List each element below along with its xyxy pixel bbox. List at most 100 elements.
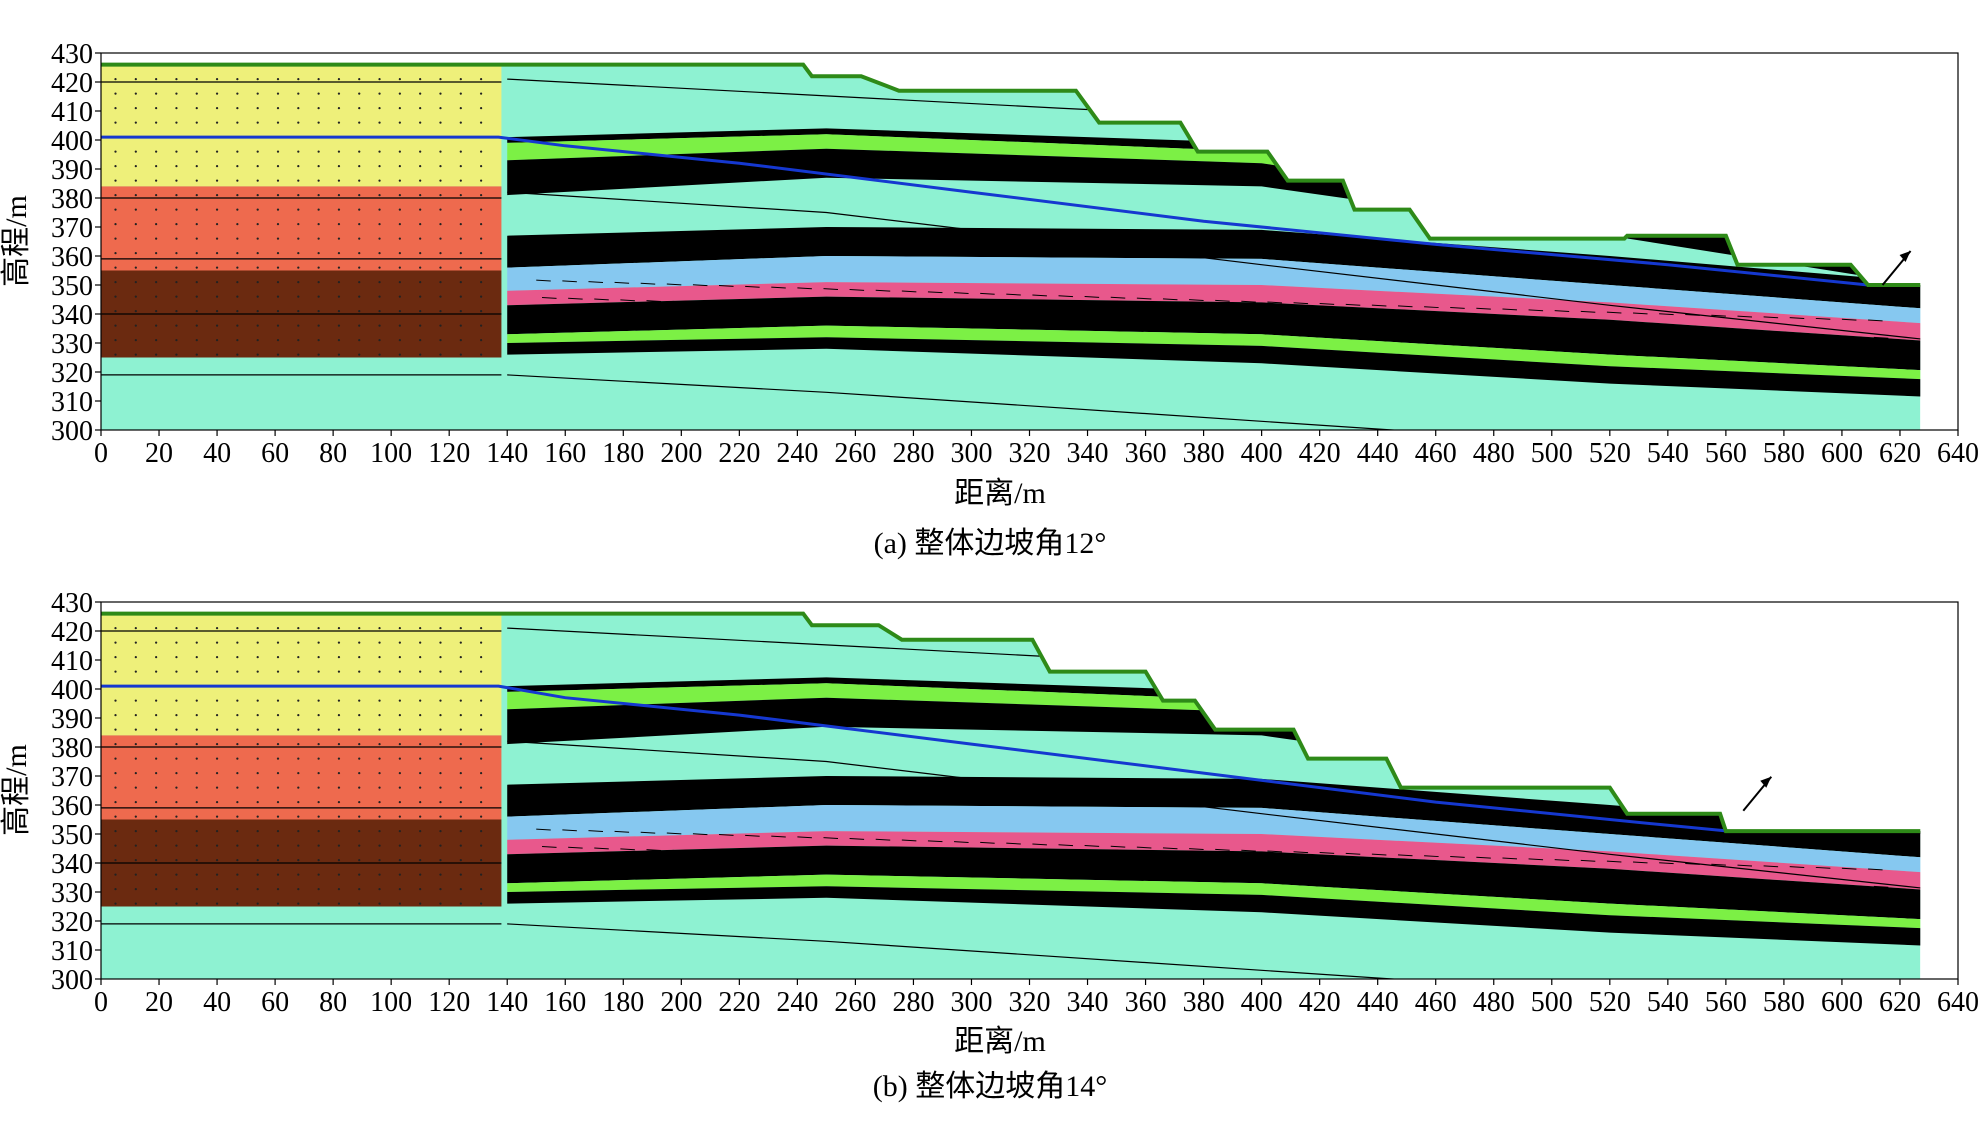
displacement-vector (358, 237, 361, 240)
x-tick-label: 60 (261, 438, 289, 469)
displacement-vector (297, 830, 300, 833)
displacement-vector (480, 888, 483, 891)
displacement-vector (378, 252, 381, 255)
displacement-vector (276, 194, 280, 197)
displacement-vector (114, 107, 117, 110)
displacement-vector (134, 252, 137, 255)
displacement-vector (195, 641, 198, 644)
displacement-vector (459, 786, 462, 789)
panel-a-x-ticks: 0 20 40 60 80 100 120 140 160 180 200 220 240 260 280 3… (94, 430, 1979, 469)
displacement-vector (155, 266, 158, 269)
y-tick-label: 420 (51, 617, 93, 648)
displacement-vector (1763, 316, 1779, 319)
displacement-vector (1168, 315, 1184, 318)
displacement-vector (459, 888, 462, 891)
displacement-vector (398, 281, 401, 284)
displacement-vector (236, 281, 239, 284)
displacement-vector (215, 252, 219, 255)
displacement-vector (317, 699, 320, 702)
displacement-vector (439, 627, 442, 630)
displacement-vector (358, 873, 361, 876)
displacement-vector (398, 728, 401, 731)
displacement-vector (276, 859, 280, 862)
x-tick-label: 440 (1357, 987, 1399, 1018)
displacement-vector (358, 165, 361, 168)
displacement-vector (276, 266, 280, 269)
displacement-vector (358, 295, 361, 298)
displacement-vector (907, 307, 923, 310)
y-tick-label: 350 (51, 271, 93, 302)
orange-zone (101, 735, 502, 820)
displacement-vector (398, 208, 401, 211)
displacement-vector (1032, 294, 1047, 297)
displacement-vector (114, 888, 117, 891)
displacement-vector (1084, 845, 1100, 847)
displacement-vector (419, 728, 422, 731)
displacement-vector (378, 888, 381, 891)
displacement-vector (1612, 329, 1628, 331)
displacement-vector (459, 121, 462, 124)
y-tick-label: 300 (51, 416, 93, 447)
x-tick-label: 560 (1705, 438, 1747, 469)
displacement-vector (439, 656, 442, 659)
displacement-vector (155, 165, 158, 168)
displacement-vector (134, 179, 137, 182)
displacement-vector (215, 310, 219, 313)
displacement-vector (175, 194, 178, 197)
displacement-vector (215, 699, 219, 702)
displacement-vector (297, 743, 300, 746)
displacement-vector (1038, 860, 1053, 863)
displacement-vector (134, 772, 137, 775)
displacement-vector (195, 743, 198, 746)
displacement-vector (594, 847, 609, 850)
displacement-vector (1371, 304, 1387, 307)
displacement-vector (155, 656, 158, 659)
displacement-vector (829, 305, 844, 308)
displacement-vector (236, 728, 239, 731)
x-tick-label: 300 (950, 987, 992, 1018)
y-tick-label: 400 (51, 675, 93, 706)
displacement-vector (459, 194, 462, 197)
displacement-vector (215, 150, 219, 153)
displacement-vector (134, 627, 137, 630)
blue-band (507, 805, 1921, 875)
displacement-vector (358, 902, 361, 905)
displacement-vector (134, 107, 137, 110)
displacement-vector (195, 150, 198, 153)
displacement-vector (215, 107, 219, 110)
displacement-vector (155, 237, 158, 240)
displacement-vector (459, 743, 462, 746)
displacement-vector (398, 223, 401, 226)
displacement-vector (1345, 852, 1361, 855)
displacement-vector (459, 165, 462, 168)
displacement-vector (1580, 859, 1596, 862)
displacement-vector (337, 859, 341, 862)
displacement-vector (480, 859, 483, 862)
displacement-vector (1403, 322, 1419, 325)
displacement-vector (215, 786, 219, 789)
displacement-vector (114, 92, 117, 95)
displacement-vector (215, 627, 219, 630)
displacement-vector (236, 844, 239, 847)
displacement-vector (378, 237, 381, 240)
displacement-vector (1424, 306, 1439, 309)
displacement-vector (358, 859, 361, 862)
displacement-vector (155, 743, 158, 746)
orange-zone (101, 186, 502, 271)
displacement-vector (439, 252, 442, 255)
displacement-vector (1319, 852, 1335, 854)
displacement-vector (358, 699, 361, 702)
x-tick-label: 100 (370, 438, 412, 469)
displacement-vector (337, 179, 341, 182)
displacement-vector (155, 757, 158, 760)
panel-b: 3003103203303403503603703803904004104204… (0, 588, 1979, 1103)
displacement-vector (297, 786, 300, 789)
displacement-vector (317, 310, 320, 313)
displacement-vector (459, 902, 462, 905)
displacement-vector (155, 295, 158, 298)
displacement-vector (419, 295, 422, 298)
displacement-vector (419, 786, 422, 789)
displacement-vector (692, 284, 708, 287)
displacement-vector (358, 815, 361, 818)
displacement-vector (195, 757, 198, 760)
